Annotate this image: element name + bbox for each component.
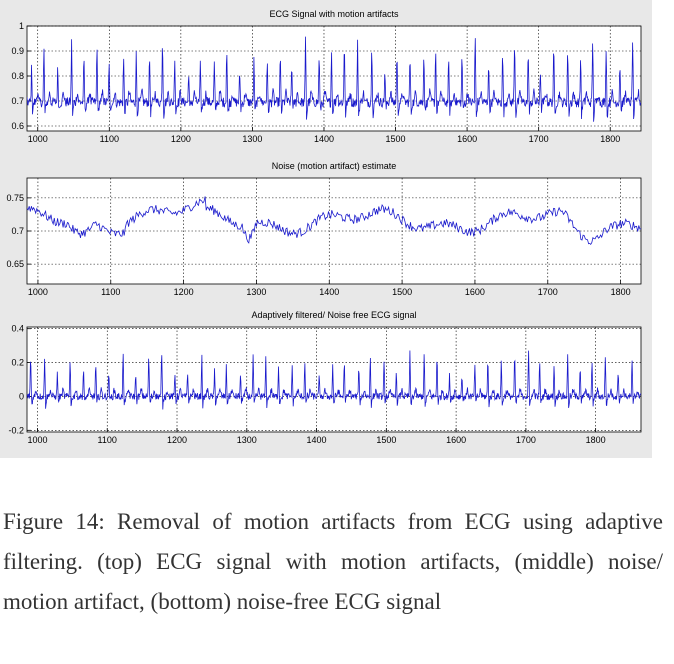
x-tick-label: 1000 [28,134,48,144]
x-tick-label: 1400 [307,435,327,445]
y-tick-label: 0.6 [11,121,24,131]
plot-ecg-with-artifacts: ECG Signal with motion artifacts 1000 1100… [11,9,642,144]
plot-noise-estimate: Noise (motion artifact) estimate 1000 1100… [6,161,642,297]
x-tick-label: 1500 [386,134,406,144]
figure-caption: Figure 14: Removal of motion artifacts f… [3,509,663,614]
y-tick-label: 0.65 [6,259,24,269]
x-tick-label: 1100 [101,287,120,297]
plot-title: Noise (motion artifact) estimate [272,161,397,171]
x-tick-label: 1100 [98,435,117,445]
x-tick-label: 1400 [314,134,334,144]
axes-box [26,25,642,132]
x-tick-label: 1600 [457,134,477,144]
y-tick-label: 0.9 [11,46,24,56]
x-tick-label: 1700 [516,435,536,445]
x-tick-label: 1700 [529,134,549,144]
x-tick-label: 1500 [392,287,412,297]
signal-line [27,196,641,246]
x-tick-label: 1000 [28,287,48,297]
plot-title: ECG Signal with motion artifacts [269,9,399,19]
x-tick-label: 1300 [246,287,266,297]
x-tick-label: 1100 [100,134,119,144]
y-tick-label: 0.4 [11,324,24,334]
x-tick-label: 1800 [586,435,606,445]
y-tick-label: 0.2 [11,358,24,368]
y-tick-label: 0 [19,391,24,401]
x-tick-label: 1600 [446,435,466,445]
axes-box [26,326,642,433]
figure-panel: ECG Signal with motion artifacts 1000 1100… [0,0,652,458]
y-tick-label: 0.8 [11,71,24,81]
plot-title: Adaptively filtered/ Noise free ECG sign… [251,310,416,320]
signal-line [27,350,641,410]
x-tick-label: 1500 [376,435,396,445]
x-tick-label: 1700 [538,287,558,297]
x-tick-label: 1800 [600,134,620,144]
y-tick-label: 0.7 [11,96,24,106]
y-tick-label: 1 [19,21,24,31]
y-tick-label: 0.75 [6,193,24,203]
plot-filtered-ecg: Adaptively filtered/ Noise free ECG sign… [8,310,642,445]
x-tick-label: 1600 [465,287,485,297]
signal-line [27,36,641,122]
x-tick-label: 1800 [611,287,631,297]
x-tick-label: 1300 [237,435,257,445]
x-tick-label: 1200 [171,134,191,144]
x-tick-label: 1400 [319,287,339,297]
y-tick-label: 0.7 [11,226,24,236]
x-tick-label: 1300 [242,134,262,144]
x-tick-label: 1000 [27,435,47,445]
x-tick-label: 1200 [174,287,194,297]
x-tick-label: 1200 [167,435,187,445]
y-tick-label: -0.2 [8,425,24,435]
